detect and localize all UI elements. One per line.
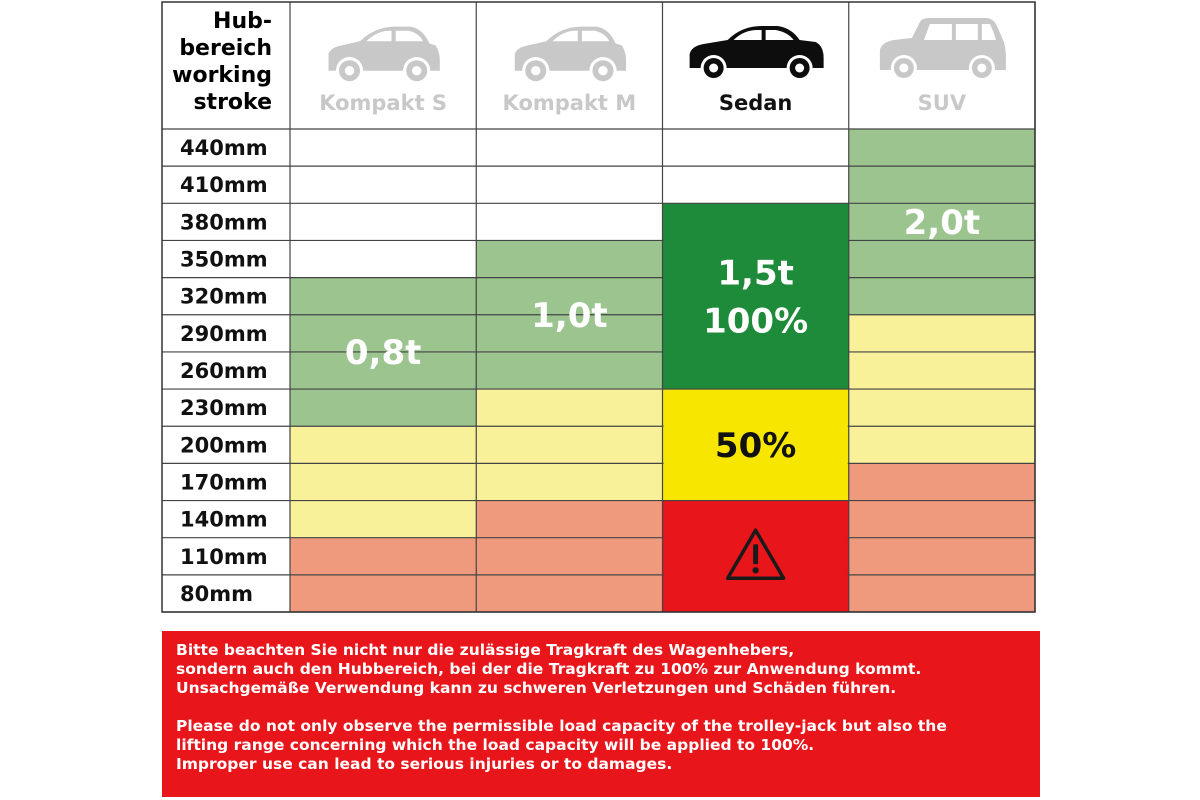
header-layer: Hub- bereich working stroke bbox=[172, 9, 272, 115]
cell-kompakt-s-80mm bbox=[290, 574, 477, 612]
cell-kompakt-m-170mm bbox=[476, 463, 663, 501]
row-label-320mm: 320mm bbox=[180, 285, 268, 309]
header-label-line-3: working bbox=[172, 63, 272, 88]
cell-kompakt-s-110mm bbox=[290, 537, 477, 575]
cell-suv-80mm bbox=[848, 574, 1035, 612]
cell-kompakt-s-170mm bbox=[290, 463, 477, 501]
notice-de-line-1: Bitte beachten Sie nicht nur die zulässi… bbox=[176, 641, 795, 659]
table-border bbox=[161, 1, 1036, 613]
cell-suv-140mm bbox=[848, 500, 1035, 538]
category-label-kompakt-m: Kompakt M bbox=[503, 91, 637, 115]
row-label-column bbox=[162, 129, 290, 612]
row-label-110mm: 110mm bbox=[180, 545, 268, 569]
cell-kompakt-s-200mm bbox=[290, 426, 477, 464]
notice-en-line-3: Improper use can lead to serious injurie… bbox=[176, 755, 673, 773]
category-label-kompakt-s: Kompakt S bbox=[319, 91, 447, 115]
category-label-sedan: Sedan bbox=[719, 91, 793, 115]
notice-en-line-1: Please do not only observe the permissib… bbox=[176, 717, 947, 735]
row-label-440mm: 440mm bbox=[180, 136, 268, 160]
cell-kompakt-m-290mm bbox=[476, 314, 663, 352]
header-label-line-1: Hub- bbox=[213, 9, 272, 34]
cell-kompakt-m-320mm bbox=[476, 277, 663, 315]
cell-kompakt-s-350mm bbox=[290, 240, 477, 278]
warning-triangle-icon bbox=[725, 528, 786, 581]
cell-kompakt-s-290mm bbox=[290, 314, 477, 352]
cell-kompakt-m-260mm bbox=[476, 351, 663, 390]
row-label-380mm: 380mm bbox=[180, 210, 268, 234]
cell-kompakt-s-440mm bbox=[290, 129, 477, 167]
category-label-suv: SUV bbox=[918, 91, 967, 115]
cars-layer bbox=[328, 18, 1006, 85]
cell-kompakt-m-230mm bbox=[476, 389, 663, 427]
cell-suv-410mm bbox=[848, 166, 1035, 204]
value-label: 100% bbox=[703, 301, 808, 341]
cell-kompakt-s-380mm bbox=[290, 203, 477, 241]
row-label-410mm: 410mm bbox=[180, 173, 268, 197]
row-label-170mm: 170mm bbox=[180, 470, 268, 494]
cell-kompakt-m-350mm bbox=[476, 240, 663, 278]
cell-suv-440mm bbox=[848, 129, 1035, 167]
notice-en-line-2: lifting range concerning which the load … bbox=[176, 736, 815, 754]
cell-kompakt-m-200mm bbox=[476, 426, 663, 464]
row-label-140mm: 140mm bbox=[180, 508, 268, 532]
cell-suv-200mm bbox=[848, 426, 1035, 464]
value-label: 0,8t bbox=[345, 333, 421, 373]
cell-suv-380mm bbox=[848, 203, 1035, 241]
cell-kompakt-s-230mm bbox=[290, 389, 477, 427]
cell-kompakt-s-410mm bbox=[290, 166, 477, 204]
cell-kompakt-m-110mm bbox=[476, 537, 663, 575]
cell-sedan-440mm bbox=[662, 129, 849, 167]
cell-kompakt-m-410mm bbox=[476, 166, 663, 204]
value-label: 1,0t bbox=[531, 296, 607, 336]
cell-suv-110mm bbox=[848, 537, 1035, 575]
row-label-260mm: 260mm bbox=[180, 359, 268, 383]
cell-kompakt-s-260mm bbox=[290, 351, 477, 390]
warning-notice: Bitte beachten Sie nicht nur die zulässi… bbox=[162, 631, 1040, 797]
car-sedan-icon bbox=[689, 26, 824, 81]
header-label-line-2: bereich bbox=[179, 36, 272, 61]
cell-suv-350mm bbox=[848, 240, 1035, 278]
cell-suv-170mm bbox=[848, 463, 1035, 501]
row-label-290mm: 290mm bbox=[180, 322, 268, 346]
row-label-230mm: 230mm bbox=[180, 396, 268, 420]
value-label: 50% bbox=[715, 426, 796, 466]
row-label-200mm: 200mm bbox=[180, 433, 268, 457]
cell-kompakt-m-380mm bbox=[476, 203, 663, 241]
car-suv-icon bbox=[879, 18, 1006, 81]
header-label-line-4: stroke bbox=[193, 90, 272, 115]
cell-kompakt-m-80mm bbox=[476, 574, 663, 612]
cell-sedan-410mm bbox=[662, 166, 849, 204]
cell-kompakt-m-140mm bbox=[476, 500, 663, 538]
labels-layer: 440mm 410mm 380mm 350mm 320mm 290mm 260mm 230mm… bbox=[180, 91, 980, 606]
cell-suv-290mm bbox=[848, 314, 1035, 352]
row-label-80mm: 80mm bbox=[180, 582, 253, 606]
value-label: 1,5t bbox=[717, 253, 793, 293]
cell-suv-320mm bbox=[848, 277, 1035, 315]
cell-suv-260mm bbox=[848, 351, 1035, 390]
lifting-capacity-chart: Hub- bereich working stroke 440mm 410mm 38… bbox=[161, 1, 1036, 613]
merged-zone bbox=[663, 390, 848, 500]
car-kompakt-m-icon bbox=[514, 26, 627, 85]
cell-kompakt-s-140mm bbox=[290, 500, 477, 538]
cell-kompakt-m-440mm bbox=[476, 129, 663, 167]
notice-de-line-3: Unsachgemäße Verwendung kann zu schweren… bbox=[176, 679, 897, 697]
cell-kompakt-s-320mm bbox=[290, 277, 477, 315]
row-label-350mm: 350mm bbox=[180, 248, 268, 272]
cell-suv-230mm bbox=[848, 389, 1035, 427]
notice-de-line-2: sondern auch den Hubbereich, bei der die… bbox=[176, 660, 922, 678]
merged-zone bbox=[663, 204, 848, 389]
value-label: 2,0t bbox=[904, 203, 980, 243]
notice-gap bbox=[176, 698, 1026, 717]
car-kompakt-s-icon bbox=[328, 26, 440, 85]
